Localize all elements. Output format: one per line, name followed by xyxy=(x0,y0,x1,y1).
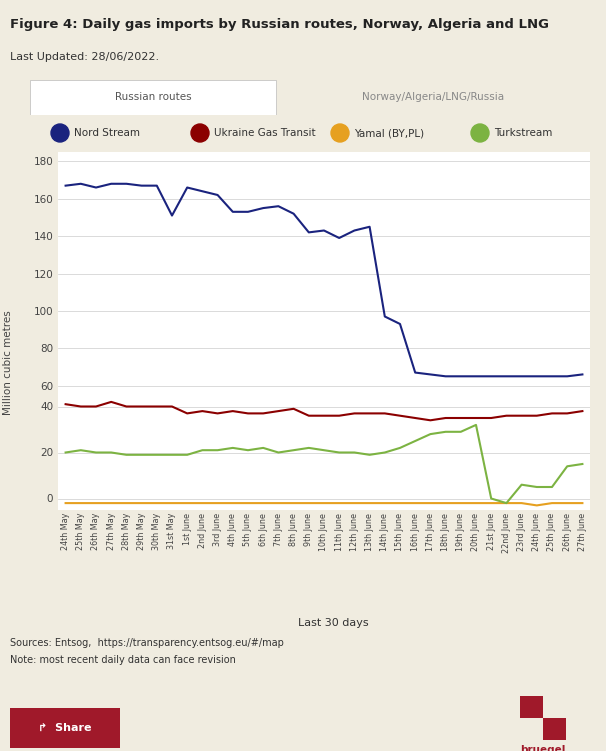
Bar xyxy=(520,718,543,740)
Text: Yamal (BY,PL): Yamal (BY,PL) xyxy=(354,128,424,138)
Text: ↱  Share: ↱ Share xyxy=(38,723,92,733)
Text: Nord Stream: Nord Stream xyxy=(74,128,140,138)
Text: Note: most recent daily data can face revision: Note: most recent daily data can face re… xyxy=(10,655,236,665)
Bar xyxy=(543,718,567,740)
Text: Turkstream: Turkstream xyxy=(494,128,553,138)
Bar xyxy=(520,696,543,718)
Circle shape xyxy=(471,124,489,142)
Text: Figure 4: Daily gas imports by Russian routes, Norway, Algeria and LNG: Figure 4: Daily gas imports by Russian r… xyxy=(10,18,549,31)
Text: Last Updated: 28/06/2022.: Last Updated: 28/06/2022. xyxy=(10,52,159,62)
Circle shape xyxy=(331,124,349,142)
FancyBboxPatch shape xyxy=(30,80,276,115)
FancyBboxPatch shape xyxy=(1,704,129,751)
Text: bruegel: bruegel xyxy=(521,745,565,751)
Text: Last 30 days: Last 30 days xyxy=(298,618,368,628)
Text: Million cubic metres: Million cubic metres xyxy=(3,311,13,415)
Text: Russian routes: Russian routes xyxy=(115,92,191,102)
Text: Ukraine Gas Transit: Ukraine Gas Transit xyxy=(214,128,316,138)
Circle shape xyxy=(51,124,69,142)
Circle shape xyxy=(191,124,209,142)
Text: Sources: Entsog,  https://transparency.entsog.eu/#/map: Sources: Entsog, https://transparency.en… xyxy=(10,638,284,648)
Text: Norway/Algeria/LNG/Russia: Norway/Algeria/LNG/Russia xyxy=(362,92,504,102)
